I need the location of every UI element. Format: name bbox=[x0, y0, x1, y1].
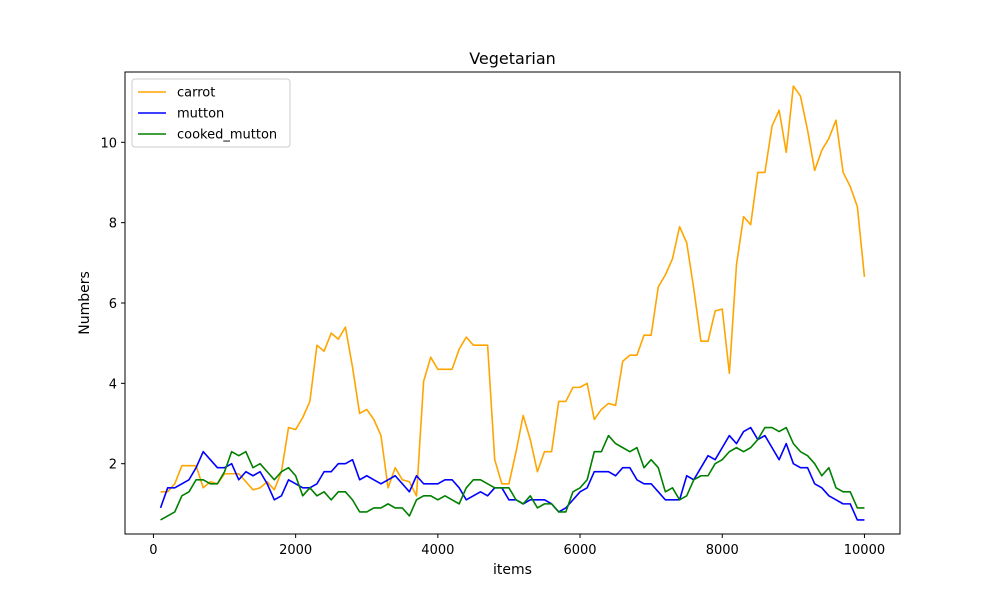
x-tick-label: 2000 bbox=[279, 543, 312, 558]
x-tick-label: 0 bbox=[149, 543, 157, 558]
series-line-mutton bbox=[159, 426, 865, 521]
legend-label-carrot: carrot bbox=[177, 86, 215, 101]
series-line-cooked_mutton bbox=[160, 426, 865, 521]
legend-label-cooked_mutton: cooked_mutton bbox=[177, 128, 277, 143]
plot-area: 0 2000 4000 6000 8000 10000 2 4 6 8 10 bbox=[100, 71, 901, 558]
x-axis-label: items bbox=[493, 562, 532, 578]
y-tick-label: 2 bbox=[109, 458, 117, 473]
x-tick-label: 10000 bbox=[844, 543, 885, 558]
y-tick-label: 8 bbox=[109, 217, 117, 232]
x-tick-label: 4000 bbox=[421, 543, 454, 558]
legend-box bbox=[131, 78, 291, 148]
chart-title: Vegetarian bbox=[469, 49, 556, 68]
y-tick-label: 6 bbox=[109, 297, 117, 312]
x-tick-label: 6000 bbox=[563, 543, 596, 558]
y-tick-label: 10 bbox=[100, 136, 117, 151]
legend: carrot mutton cooked_mutton bbox=[131, 78, 291, 148]
legend-label-mutton: mutton bbox=[177, 107, 224, 122]
series-line-carrot bbox=[160, 85, 866, 497]
y-tick-label: 4 bbox=[109, 377, 117, 392]
y-axis-label: Numbers bbox=[77, 271, 93, 335]
x-tick-label: 8000 bbox=[706, 543, 739, 558]
